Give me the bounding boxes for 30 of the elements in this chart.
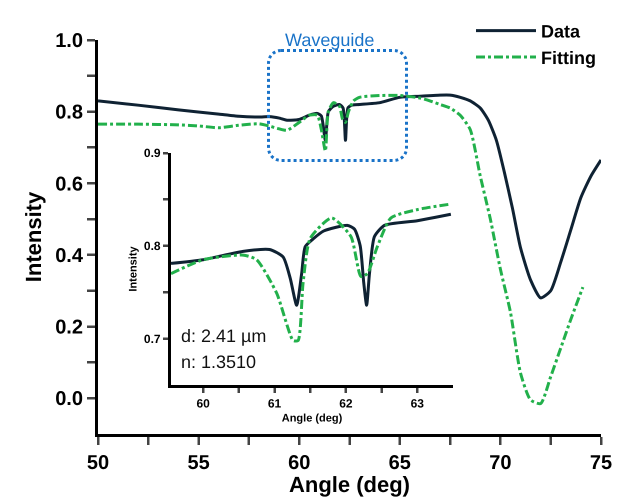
y-tick-label: 0.8 (144, 239, 161, 253)
x-axis-title: Angle (deg) (289, 472, 410, 497)
line-series (171, 212, 452, 307)
x-tick-label: 61 (268, 396, 282, 410)
legend-label: Data (541, 22, 582, 42)
x-tick-label: 62 (339, 396, 353, 410)
x-axis-title: Angle (deg) (282, 412, 343, 425)
y-tick-label: 0.6 (55, 173, 83, 196)
annotation: Waveguide (285, 30, 374, 50)
x-tick-label: 55 (187, 452, 210, 474)
legend-label: Fitting (541, 48, 596, 68)
y-tick-label: 0.4 (55, 244, 84, 267)
x-tick-label: 60 (196, 396, 210, 410)
x-tick-label: 50 (86, 452, 110, 474)
x-tick-label: 65 (388, 452, 411, 474)
annotation: n: 1.3510 (181, 352, 256, 372)
line-series (98, 94, 601, 300)
y-tick-label: 0.7 (144, 332, 161, 346)
x-tick-label: 75 (590, 452, 612, 474)
y-axis-title: Intensity (128, 246, 140, 292)
y-tick-label: 0.2 (55, 316, 83, 339)
y-tick-label: 1.0 (55, 30, 83, 52)
annotation: d: 2.41 µm (181, 326, 266, 346)
x-tick-label: 63 (410, 396, 424, 410)
y-tick-label: 0.0 (55, 388, 83, 410)
x-tick-label: 60 (288, 452, 310, 474)
x-tick-label: 70 (489, 452, 512, 474)
y-tick-label: 0.9 (144, 146, 161, 160)
y-tick-label: 0.8 (55, 102, 83, 124)
y-axis-title: Intensity (20, 191, 46, 282)
